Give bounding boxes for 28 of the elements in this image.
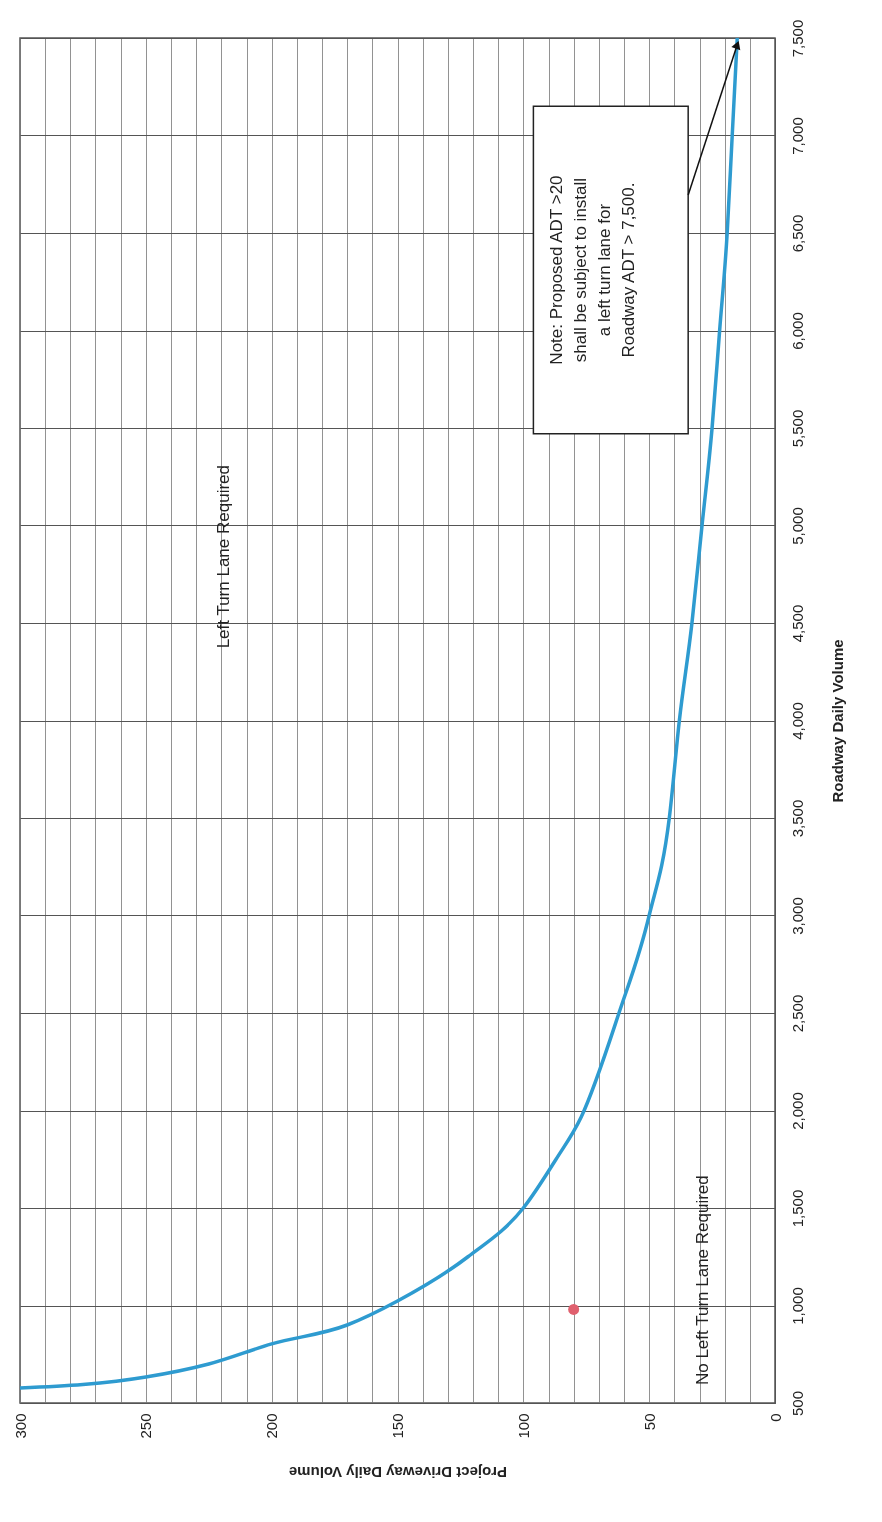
y-tick-label: 7,500 — [788, 19, 806, 58]
y-tick-label: 4,500 — [788, 604, 806, 643]
y-tick-label: 500 — [788, 1390, 806, 1417]
y-tick-label: 3,000 — [788, 897, 806, 935]
x-tick-label: 150 — [389, 1413, 406, 1439]
x-tick-label: 300 — [11, 1413, 29, 1439]
x-tick-label: 50 — [640, 1413, 658, 1431]
x-tick-label: 100 — [514, 1413, 532, 1439]
y-tick-label: 7,000 — [788, 117, 806, 155]
y-tick-label: 2,500 — [788, 994, 806, 1033]
y-tick-label: 5,500 — [788, 409, 806, 448]
y-tick-label: 1,000 — [788, 1287, 806, 1325]
y-tick-label: 2,000 — [788, 1092, 806, 1130]
x-tick-label: 250 — [137, 1413, 155, 1439]
annotation: Left Turn Lane Required — [213, 465, 233, 649]
line-series — [18, 36, 739, 1390]
y-tick-label: 5,000 — [788, 507, 806, 545]
y-tick-label: 4,000 — [788, 702, 806, 740]
x-axis-title: Project Driveway Daily Volume — [288, 1463, 508, 1481]
annotation: No Left Turn Lane Required — [693, 1175, 713, 1386]
y-tick-label: 1,500 — [788, 1189, 806, 1228]
x-tick-label: 0 — [766, 1413, 784, 1422]
x-tick-label: 200 — [263, 1413, 281, 1439]
y-tick-label: 3,500 — [788, 799, 806, 838]
y-tick-label: 6,500 — [788, 214, 806, 253]
y-tick-label: 6,000 — [788, 312, 806, 350]
annotation: Note: Proposed ADT >20 shall be subject to install a left turn lane for Roadway ADT > 7,500. — [546, 175, 638, 365]
y-axis-title: Roadway Daily Volume — [828, 639, 846, 803]
